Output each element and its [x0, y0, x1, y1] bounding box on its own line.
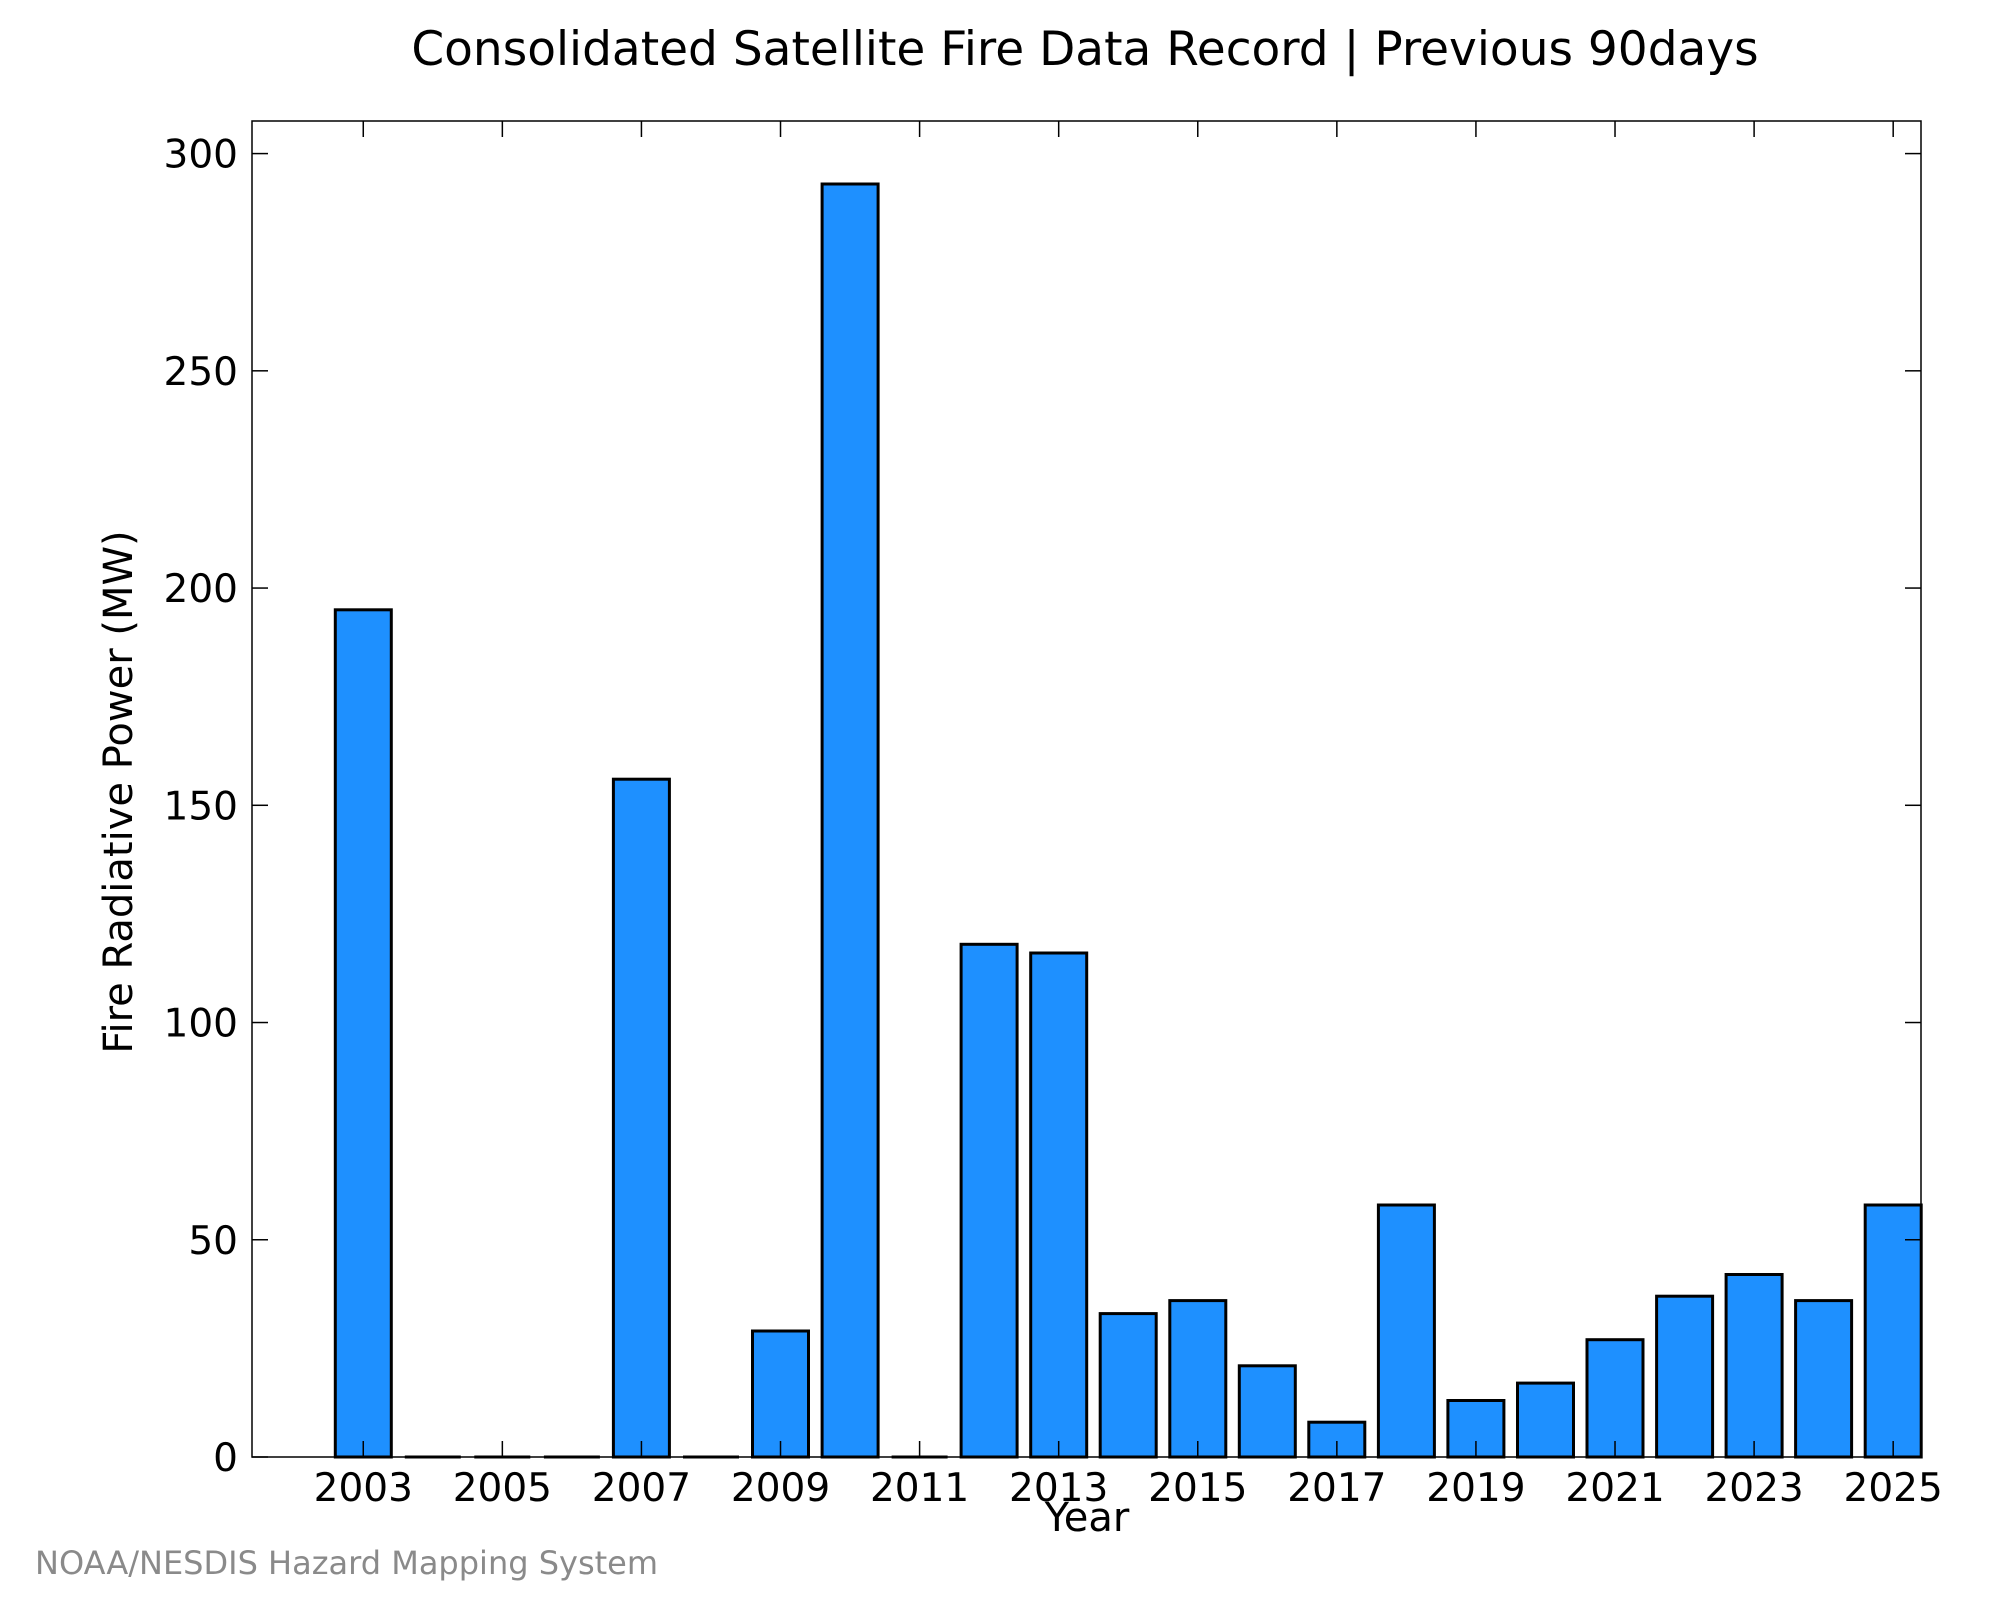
- bar-2022: [1655, 1294, 1715, 1459]
- chart-title: Consolidated Satellite Fire Data Record …: [411, 22, 1758, 77]
- bar-2007: [611, 777, 671, 1459]
- bar-2016: [1237, 1364, 1297, 1459]
- x-tick-label: 2013: [1009, 1466, 1108, 1511]
- y-tick-label: 200: [164, 567, 238, 612]
- y-tick-label: 0: [213, 1436, 238, 1481]
- bar-2013: [1029, 951, 1089, 1459]
- x-tick-label: 2023: [1704, 1466, 1803, 1511]
- x-tick-label: 2017: [1287, 1466, 1386, 1511]
- y-tick-label: 250: [164, 350, 238, 395]
- plot-frame: [251, 120, 1922, 1458]
- y-tick-label: 300: [164, 133, 238, 178]
- bar-2020: [1516, 1381, 1575, 1459]
- y-tick-label: 150: [164, 784, 238, 829]
- bar-2018: [1376, 1203, 1436, 1459]
- bar-2021: [1585, 1338, 1645, 1459]
- x-tick-label: 2025: [1844, 1466, 1943, 1511]
- x-tick-label: 2009: [731, 1466, 830, 1511]
- bar-2010: [820, 182, 880, 1459]
- x-tick-label: 2019: [1426, 1466, 1525, 1511]
- x-tick-label: 2007: [592, 1466, 691, 1511]
- source-credit: NOAA/NESDIS Hazard Mapping System: [35, 1544, 658, 1582]
- bars-group: [333, 182, 1923, 1459]
- bar-2012: [959, 942, 1019, 1459]
- x-tick-label: 2011: [870, 1466, 969, 1511]
- bar-2023: [1724, 1273, 1784, 1459]
- bar-2024: [1794, 1299, 1854, 1459]
- x-tick-label: 2021: [1565, 1466, 1664, 1511]
- bar-2025: [1863, 1203, 1923, 1459]
- x-axis-label: Year: [1044, 1495, 1130, 1541]
- y-tick-label: 50: [188, 1219, 238, 1264]
- bar-2015: [1168, 1299, 1228, 1459]
- x-tick-label: 2015: [1148, 1466, 1247, 1511]
- bar-2014: [1098, 1312, 1158, 1459]
- bar-2009: [751, 1329, 810, 1459]
- y-tick-label: 100: [164, 1002, 238, 1047]
- x-tick-label: 2003: [314, 1466, 413, 1511]
- bar-2003: [333, 608, 393, 1459]
- y-axis-label: Fire Radiative Power (MW): [96, 530, 142, 1053]
- tick-labels-group: 0 50 100 150 200 250 300 2003 2005 2007 2009 2011 20…: [164, 133, 1943, 1511]
- x-tick-label: 2005: [453, 1466, 552, 1511]
